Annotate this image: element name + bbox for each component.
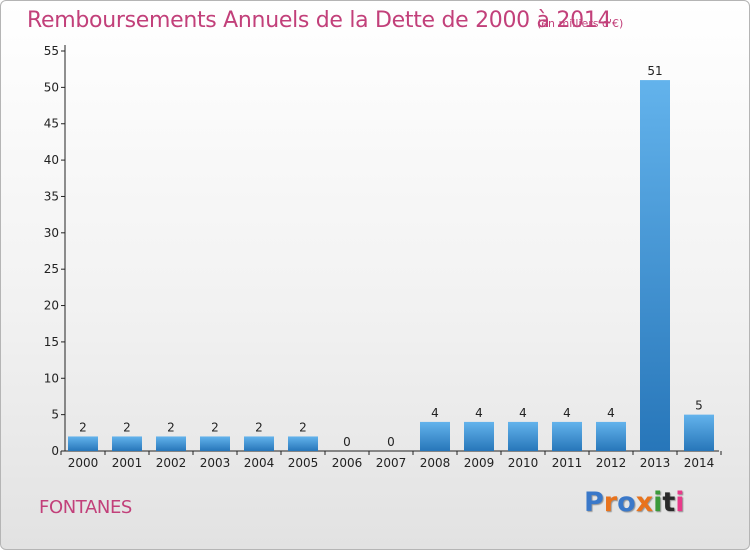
- data-label: 4: [607, 406, 615, 420]
- logo-letter: o: [617, 487, 636, 518]
- bar-2011: [552, 421, 582, 451]
- x-tick-label: 2004: [244, 456, 275, 470]
- x-tick-label: 2013: [640, 456, 671, 470]
- bar-2014: [684, 414, 714, 451]
- proxiti-logo: Proxiti: [584, 487, 685, 518]
- logo-letter: x: [635, 487, 654, 518]
- data-label: 4: [563, 406, 571, 420]
- y-tick-label: 10: [44, 371, 59, 385]
- x-tick-label: 2000: [68, 456, 99, 470]
- x-tick-label: 2005: [288, 456, 319, 470]
- x-tick-label: 2006: [332, 456, 363, 470]
- bar-2005: [288, 436, 318, 451]
- data-label: 4: [519, 406, 527, 420]
- y-tick-label: 5: [51, 408, 59, 422]
- x-tick-label: 2007: [376, 456, 407, 470]
- x-tick-label: 2001: [112, 456, 143, 470]
- x-tick-label: 2010: [508, 456, 539, 470]
- data-label: 2: [167, 420, 175, 434]
- y-tick-label: 40: [44, 153, 59, 167]
- y-tick-label: 30: [44, 226, 59, 240]
- y-tick-label: 25: [44, 262, 59, 276]
- x-tick-label: 2011: [552, 456, 583, 470]
- data-label: 0: [387, 435, 395, 449]
- x-tick-label: 2003: [200, 456, 231, 470]
- x-tick-label: 2008: [420, 456, 451, 470]
- data-label: 2: [299, 420, 307, 434]
- logo-letter: t: [662, 487, 676, 518]
- bar-2012: [596, 421, 626, 451]
- labels: 2000 2 2001 2 2002 2 2003 2 2004 2 2005 2 2006 0 2007 0…: [68, 64, 715, 470]
- bar-2000: [68, 436, 98, 451]
- logo-letter: P: [584, 487, 604, 518]
- bar-2013: [640, 80, 670, 451]
- y-tick-label: 35: [44, 189, 59, 203]
- bars: [68, 80, 714, 451]
- data-label: 2: [79, 420, 87, 434]
- x-tick-label: 2014: [684, 456, 715, 470]
- bar-2009: [464, 421, 494, 451]
- data-label: 2: [123, 420, 131, 434]
- chart-title: Remboursements Annuels de la Dette de 20…: [27, 8, 612, 33]
- bar-2010: [508, 421, 538, 451]
- data-label: 51: [647, 64, 662, 78]
- y-tick-label: 20: [44, 299, 59, 313]
- data-label: 2: [255, 420, 263, 434]
- logo-letter: i: [653, 487, 663, 518]
- logo-letter: i: [675, 487, 685, 518]
- chart-subtitle: (en milliers d'€): [537, 17, 624, 30]
- bar-2008: [420, 421, 450, 451]
- data-label: 5: [695, 399, 703, 413]
- y-tick-label: 0: [51, 444, 59, 458]
- x-tick-label: 2002: [156, 456, 187, 470]
- logo-letter: r: [603, 487, 618, 518]
- data-label: 0: [343, 435, 351, 449]
- bar-2003: [200, 436, 230, 451]
- x-tick-label: 2009: [464, 456, 495, 470]
- bar-2002: [156, 436, 186, 451]
- y-tick-label: 15: [44, 335, 59, 349]
- commune-name: FONTANES: [39, 497, 132, 518]
- x-tick-label: 2012: [596, 456, 627, 470]
- y-tick-label: 45: [44, 117, 59, 131]
- data-label: 4: [475, 406, 483, 420]
- data-label: 2: [211, 420, 219, 434]
- bar-2004: [244, 436, 274, 451]
- data-label: 4: [431, 406, 439, 420]
- y-tick-label: 55: [44, 44, 59, 58]
- bar-2001: [112, 436, 142, 451]
- y-tick-label: 50: [44, 80, 59, 94]
